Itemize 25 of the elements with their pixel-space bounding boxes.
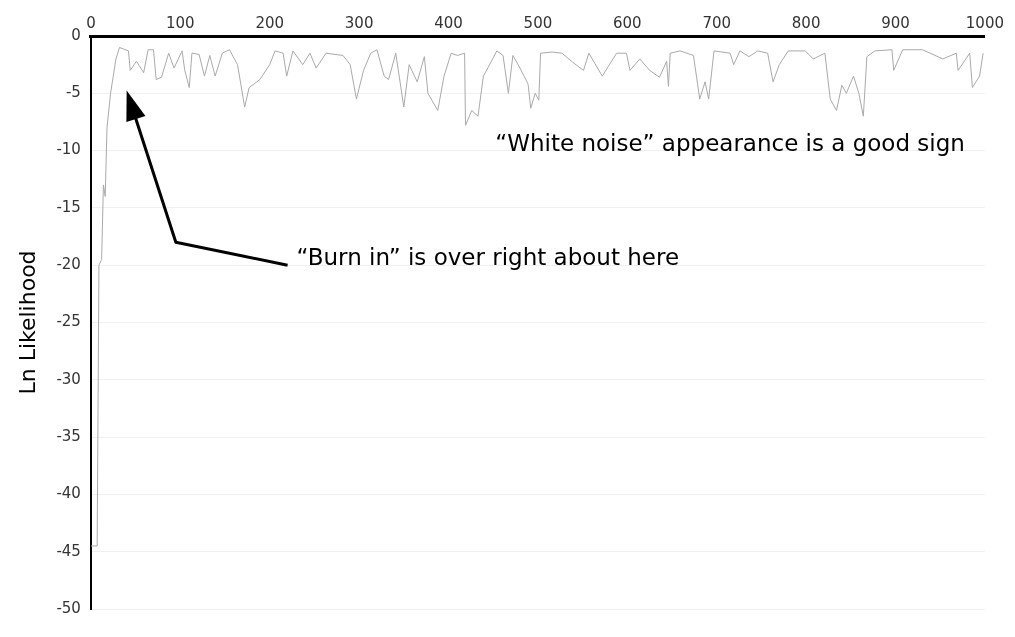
y-tick-label: -30 — [56, 369, 81, 388]
x-tick-label: 100 — [165, 13, 195, 32]
annotation: “White noise” appearance is a good sign — [495, 129, 965, 156]
x-tick-label: 500 — [523, 13, 553, 32]
x-tick-label: 700 — [702, 13, 732, 32]
y-tick-label: -35 — [56, 426, 81, 445]
x-tick-label: 600 — [612, 13, 642, 32]
y-tick-label: -45 — [56, 541, 81, 560]
x-tick-label: 1000 — [965, 13, 1005, 32]
y-tick-label: -50 — [56, 598, 81, 617]
x-tick-label: 0 — [86, 13, 96, 32]
y-tick-label: -40 — [56, 484, 81, 503]
x-tick-label: 300 — [344, 13, 374, 32]
y-tick-label: -25 — [56, 312, 81, 331]
y-tick-label: -10 — [56, 140, 81, 159]
x-tick-label: 900 — [881, 13, 910, 32]
y-tick-label: 0 — [71, 25, 81, 44]
y-tick-label: -5 — [65, 83, 81, 102]
y-tick-label: -20 — [56, 255, 81, 274]
x-tick-label: 400 — [434, 13, 463, 32]
x-tick-label: 200 — [255, 13, 285, 32]
y-axis-title: Ln Likelihood — [14, 250, 40, 395]
annotation: “Burn in” is over right about here — [296, 244, 680, 271]
y-tick-label: -15 — [56, 197, 81, 216]
x-tick-label: 800 — [791, 13, 821, 32]
